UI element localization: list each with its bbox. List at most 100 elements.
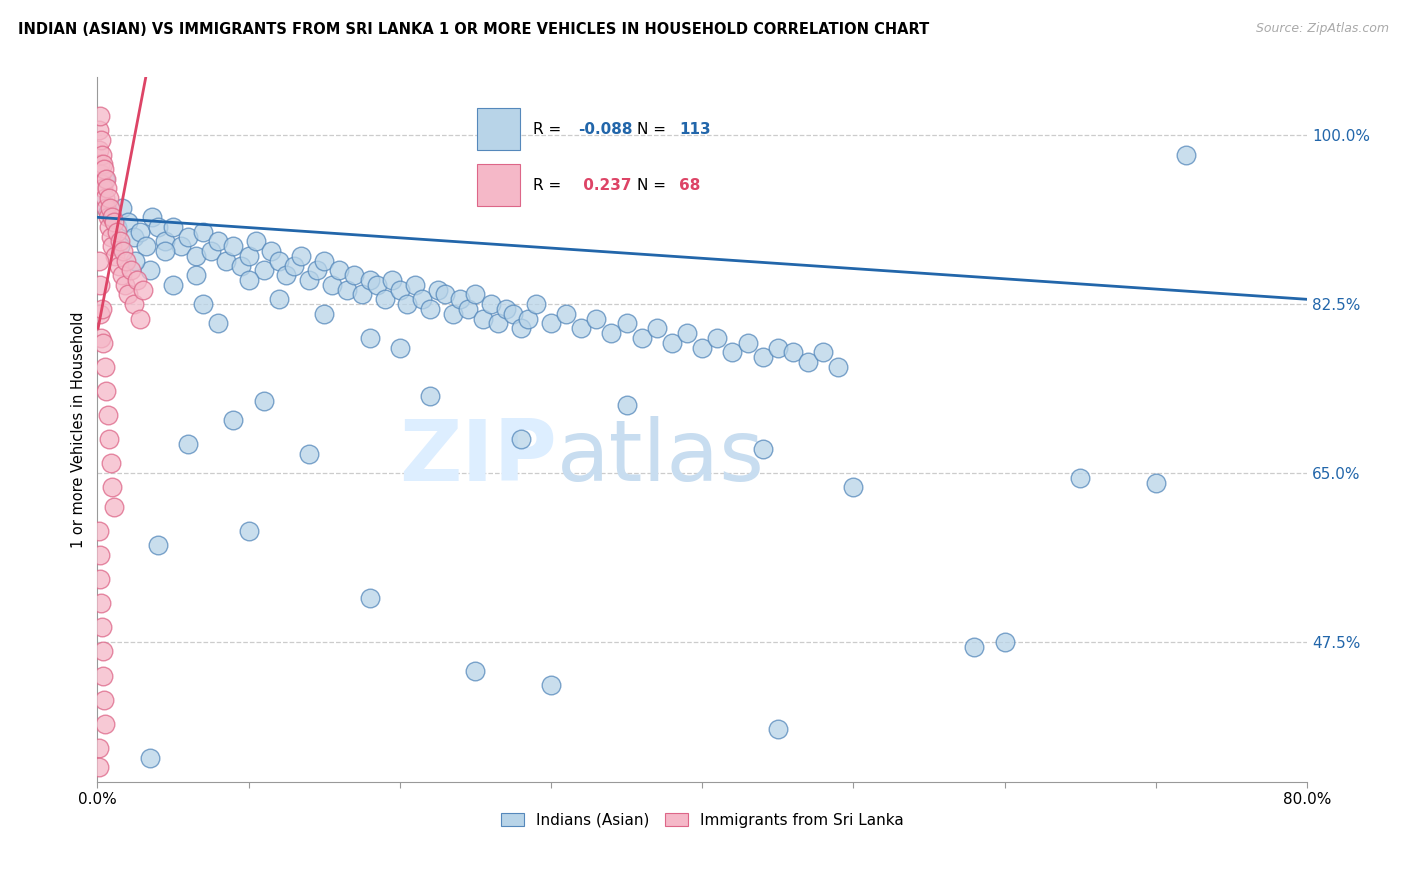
Point: [305, 263, 328, 277]
Point: [100, 211, 122, 225]
Point: [177, 229, 200, 244]
Point: [128, 225, 150, 239]
Point: [193, 225, 215, 239]
Point: [766, 722, 789, 736]
Point: [93, 692, 115, 706]
Point: [411, 293, 433, 307]
Point: [107, 259, 129, 273]
Point: [90, 331, 112, 345]
Point: [1175, 147, 1198, 161]
Point: [290, 249, 312, 263]
Point: [381, 273, 404, 287]
Point: [509, 321, 531, 335]
Point: [184, 249, 207, 263]
Point: [169, 239, 191, 253]
Point: [426, 283, 449, 297]
Point: [162, 277, 184, 292]
Point: [90, 195, 112, 210]
Point: [253, 393, 276, 408]
Point: [90, 301, 112, 316]
Point: [94, 716, 117, 731]
Point: [464, 287, 486, 301]
Y-axis label: 1 or more Vehicles in Household: 1 or more Vehicles in Household: [72, 311, 86, 548]
Text: ZIP: ZIP: [399, 417, 557, 500]
Point: [600, 326, 623, 340]
Point: [811, 345, 834, 359]
Point: [94, 171, 117, 186]
Point: [87, 524, 110, 538]
Point: [630, 331, 652, 345]
Point: [222, 413, 245, 427]
Point: [103, 500, 125, 514]
Point: [827, 359, 849, 374]
Point: [253, 263, 276, 277]
Point: [267, 253, 290, 268]
Point: [90, 596, 112, 610]
Point: [100, 229, 122, 244]
Point: [110, 201, 132, 215]
Point: [117, 215, 139, 229]
Point: [177, 437, 200, 451]
Point: [94, 171, 117, 186]
Point: [540, 678, 562, 692]
Point: [93, 162, 115, 177]
Point: [139, 263, 162, 277]
Point: [120, 263, 142, 277]
Point: [359, 331, 381, 345]
Point: [96, 181, 118, 195]
Point: [184, 268, 207, 283]
Point: [434, 287, 457, 301]
Point: [471, 311, 494, 326]
Point: [676, 326, 699, 340]
Point: [396, 297, 419, 311]
Point: [93, 335, 115, 350]
Point: [117, 287, 139, 301]
Point: [90, 620, 112, 634]
Point: [359, 273, 381, 287]
Point: [207, 317, 229, 331]
Point: [108, 235, 131, 249]
Point: [555, 307, 578, 321]
Point: [457, 301, 479, 316]
Point: [139, 750, 162, 764]
Point: [298, 447, 321, 461]
Point: [298, 273, 321, 287]
Point: [87, 740, 110, 755]
Point: [97, 205, 120, 219]
Point: [90, 177, 112, 191]
Point: [328, 263, 350, 277]
Point: [91, 157, 114, 171]
Point: [90, 133, 112, 147]
Point: [766, 341, 789, 355]
Point: [112, 244, 135, 258]
Point: [616, 399, 638, 413]
Point: [97, 191, 120, 205]
Point: [336, 283, 359, 297]
Point: [388, 283, 411, 297]
Point: [229, 259, 252, 273]
Point: [751, 442, 773, 456]
Point: [238, 249, 260, 263]
Point: [797, 355, 820, 369]
Point: [146, 219, 169, 234]
Point: [200, 244, 222, 258]
Point: [276, 268, 298, 283]
Point: [87, 253, 110, 268]
Point: [737, 335, 759, 350]
Point: [115, 253, 138, 268]
Point: [260, 244, 283, 258]
Text: INDIAN (ASIAN) VS IMMIGRANTS FROM SRI LANKA 1 OR MORE VEHICLES IN HOUSEHOLD CORR: INDIAN (ASIAN) VS IMMIGRANTS FROM SRI LA…: [18, 22, 929, 37]
Point: [89, 760, 111, 774]
Point: [645, 321, 668, 335]
Point: [89, 548, 111, 562]
Point: [540, 317, 562, 331]
Point: [122, 297, 145, 311]
Point: [90, 147, 112, 161]
Point: [98, 432, 121, 446]
Point: [155, 244, 177, 258]
Point: [585, 311, 607, 326]
Point: [495, 301, 517, 316]
Point: [132, 283, 155, 297]
Point: [706, 331, 728, 345]
Point: [100, 456, 122, 470]
